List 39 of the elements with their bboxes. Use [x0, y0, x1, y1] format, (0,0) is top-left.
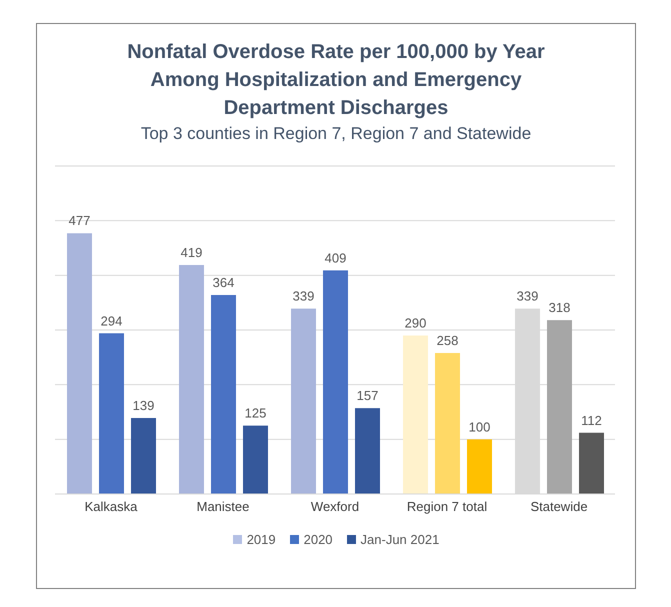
bar — [467, 439, 492, 494]
bar — [131, 418, 156, 494]
x-tick-label: Region 7 total — [406, 499, 488, 514]
chart-title: Nonfatal Overdose Rate per 100,000 by Year Among Hospitalization and Emergency Department Discharges — [126, 40, 546, 121]
data-label: 477 — [68, 213, 90, 228]
data-label: 157 — [356, 388, 378, 404]
bar — [291, 308, 316, 494]
legend-label: Jan-Jun 2021 — [360, 532, 440, 547]
data-label: 364 — [212, 275, 234, 290]
bar — [355, 408, 380, 494]
data-label: 339 — [516, 288, 538, 304]
x-tick-label: Wexford — [310, 499, 360, 514]
bar — [323, 270, 348, 494]
x-tick-label: Manistee — [196, 499, 250, 514]
data-label: 318 — [548, 300, 570, 316]
data-label: 290 — [404, 315, 426, 330]
data-label: 125 — [244, 406, 266, 421]
x-tick-label: Statewide — [530, 499, 588, 514]
data-label: 258 — [436, 332, 458, 348]
bar — [579, 432, 604, 494]
bar — [99, 333, 124, 494]
data-label: 419 — [180, 244, 202, 260]
x-tick-label: Kalkaska — [84, 499, 138, 514]
data-label: 112 — [581, 412, 602, 428]
data-label: 139 — [132, 398, 154, 414]
bar — [211, 295, 236, 494]
data-label: 100 — [468, 419, 490, 434]
bar — [547, 320, 572, 494]
legend-label: 2019 — [246, 532, 276, 547]
bar — [179, 264, 204, 494]
bar — [67, 233, 92, 494]
legend-label: 2020 — [302, 532, 333, 547]
data-label: 339 — [292, 288, 314, 304]
chart-subtitle: Top 3 counties in Region 7, Region 7 and Statewide — [140, 124, 532, 144]
bar — [435, 352, 460, 494]
bar — [403, 335, 428, 494]
bar — [243, 426, 268, 494]
data-label: 294 — [100, 313, 122, 328]
data-label: 409 — [324, 250, 346, 266]
